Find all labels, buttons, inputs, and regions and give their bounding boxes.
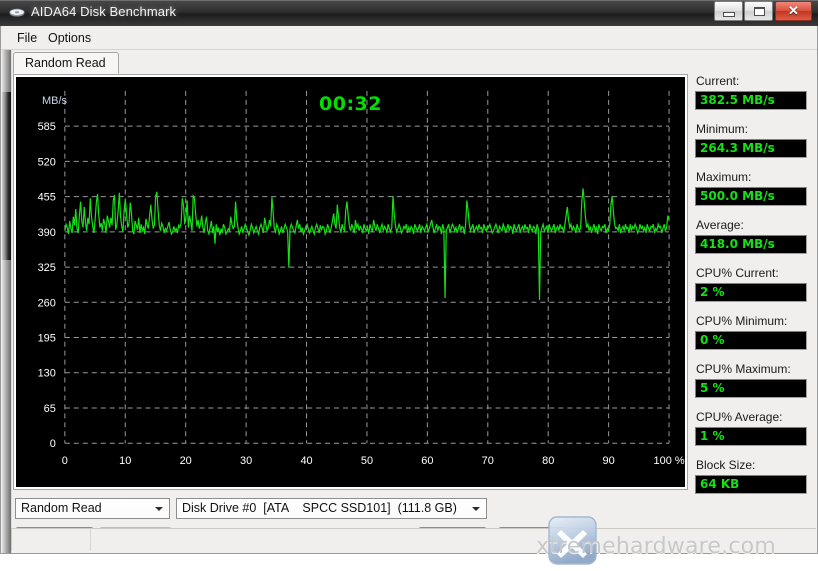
close-button[interactable]: ✕	[775, 1, 812, 21]
stat-group: CPU% Minimum: 0 %	[695, 314, 807, 350]
minimize-icon	[723, 12, 735, 17]
stat-group: Block Size: 64 KB	[695, 458, 807, 494]
chevron-down-icon	[155, 507, 163, 511]
stat-group: Maximum: 500.0 MB/s	[695, 170, 807, 206]
stat-value: 382.5 MB/s	[695, 91, 807, 110]
x-axis-tick-label: 50	[361, 455, 373, 467]
benchmark-mode-select[interactable]: Random Read	[15, 498, 170, 519]
x-axis-tick-label: 0	[62, 455, 68, 467]
stat-label: Minimum:	[696, 122, 749, 136]
scrollbar-track-top[interactable]	[2, 50, 11, 92]
stat-value: 500.0 MB/s	[695, 187, 807, 206]
stat-value: 0 %	[695, 331, 807, 350]
chevron-down-icon	[472, 507, 480, 511]
stat-label: CPU% Minimum:	[696, 314, 788, 328]
y-axis-tick-label: 130	[38, 368, 56, 380]
stat-value: 264.3 MB/s	[695, 139, 807, 158]
stat-group: CPU% Average: 1 %	[695, 410, 807, 446]
stat-label: Average:	[696, 218, 744, 232]
menu-item-options[interactable]: Options	[48, 31, 92, 45]
y-axis-tick-label: 455	[38, 192, 56, 204]
stat-label: Current:	[696, 74, 740, 88]
stat-label: CPU% Maximum:	[696, 362, 791, 376]
stat-value: 64 KB	[695, 475, 807, 494]
y-axis-tick-label: 195	[38, 333, 56, 345]
close-icon: ✕	[788, 3, 799, 18]
stat-group: CPU% Maximum: 5 %	[695, 362, 807, 398]
y-axis-tick-label: 0	[50, 438, 56, 450]
x-axis-tick-label: 90	[603, 455, 615, 467]
status-bar	[11, 528, 816, 551]
stat-label: Block Size:	[696, 458, 756, 472]
stat-group: Current: 382.5 MB/s	[695, 74, 807, 110]
status-bar-separator	[90, 529, 91, 551]
menu-bar: File Options	[1, 26, 817, 50]
stat-group: Minimum: 264.3 MB/s	[695, 122, 807, 158]
y-axis-tick-label: 390	[38, 227, 56, 239]
title-bar[interactable]: AIDA64 Disk Benchmark ✕	[0, 0, 818, 26]
scrollbar-track-bottom[interactable]	[2, 260, 11, 553]
y-axis-tick-label: 260	[38, 297, 56, 309]
menu-item-file[interactable]: File	[17, 31, 38, 45]
x-axis-tick-label: 20	[180, 455, 192, 467]
x-axis-tick-label: 80	[542, 455, 554, 467]
stat-value: 2 %	[695, 283, 807, 302]
y-axis-tick-label: 325	[38, 262, 56, 274]
x-axis-tick-label: 70	[482, 455, 494, 467]
stat-group: CPU% Current: 2 %	[695, 266, 807, 302]
y-axis-tick-label: 585	[38, 121, 56, 133]
stat-label: Maximum:	[696, 170, 752, 184]
y-axis-tick-label: 65	[44, 403, 56, 415]
x-axis-tick-label: 40	[300, 455, 312, 467]
y-axis-tick-label: 520	[38, 156, 56, 168]
disk-drive-select[interactable]: Disk Drive #0 [ATA SPCC SSD101] (111.8 G…	[176, 498, 487, 519]
minimize-button[interactable]	[714, 1, 743, 21]
x-axis-tick-label: 100 %	[654, 455, 685, 467]
scrollbar-thumb[interactable]	[2, 92, 11, 260]
stat-label: CPU% Average:	[696, 410, 783, 424]
chart-panel: 0 65 130 195 260 325 390 455 520 585 0 10 20 30 40 50 60…	[13, 74, 688, 490]
maximize-icon	[754, 7, 765, 16]
tab-strip: Random Read	[13, 52, 688, 75]
window-title: AIDA64 Disk Benchmark	[31, 4, 177, 19]
chart-svg: 0 65 130 195 260 325 390 455 520 585 0 10 20 30 40 50 60…	[38, 90, 685, 467]
statistics-panel: Current: 382.5 MB/s Minimum: 264.3 MB/s Maxi…	[695, 74, 807, 544]
tab-random-read[interactable]: Random Read	[13, 52, 119, 74]
disk-icon	[9, 8, 25, 17]
x-axis-tick-label: 60	[421, 455, 433, 467]
x-axis-tick-label: 30	[240, 455, 252, 467]
stat-value: 5 %	[695, 379, 807, 398]
stat-group: Average: 418.0 MB/s	[695, 218, 807, 254]
stat-label: CPU% Current:	[696, 266, 779, 280]
maximize-button[interactable]	[744, 1, 773, 21]
client-area: File Options Random Read 0 65 130 195 260 325…	[0, 26, 818, 565]
x-axis-tick-label: 10	[119, 455, 131, 467]
left-scrollbar[interactable]	[2, 50, 12, 553]
stat-value: 1 %	[695, 427, 807, 446]
stat-value: 418.0 MB/s	[695, 235, 807, 254]
benchmark-graph: 0 65 130 195 260 325 390 455 520 585 0 10 20 30 40 50 60…	[16, 77, 685, 487]
data-series-random-read	[64, 188, 670, 301]
